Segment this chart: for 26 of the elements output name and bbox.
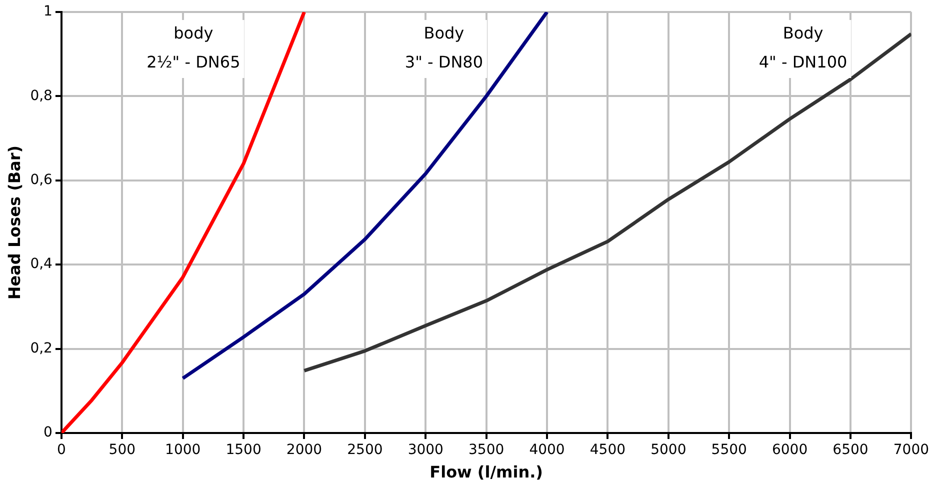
y-tick-label: 0,4 [30, 256, 53, 272]
y-tick-label: 0 [44, 424, 52, 441]
x-tick-label: 2000 [286, 442, 322, 458]
x-tick-label: 0 [57, 442, 66, 458]
series-label: Body 3" - DN80 [404, 24, 484, 72]
y-tick-label: 0,2 [30, 340, 52, 356]
y-tick-label: 0,6 [30, 172, 53, 188]
x-tick-label: 3500 [468, 442, 504, 458]
x-axis-title: Flow (l/min.) [430, 462, 543, 482]
series-label: Body 4" - DN100 [758, 24, 848, 72]
x-tick-label: 6500 [832, 442, 868, 458]
x-tick-label: 3000 [408, 442, 444, 458]
x-tick-label: 2500 [347, 442, 383, 458]
x-tick-label: 500 [108, 442, 136, 458]
x-tick-label: 4500 [590, 442, 626, 458]
y-axis-title: Head Loses (Bar) [4, 145, 24, 300]
y-tick-label: 1 [44, 4, 52, 20]
text: body 2½" - DN65 [146, 24, 240, 72]
x-tick-label: 7000 [893, 442, 930, 458]
x-tick-label: 5000 [650, 442, 686, 458]
x-tick-label: 6000 [772, 442, 808, 458]
y-tick-label: 0,8 [30, 88, 52, 104]
x-tick-label: 5500 [711, 442, 747, 458]
x-tick-label: 1500 [226, 442, 262, 458]
x-tick-label: 4000 [529, 442, 565, 458]
x-tick-label: 1000 [165, 442, 201, 458]
